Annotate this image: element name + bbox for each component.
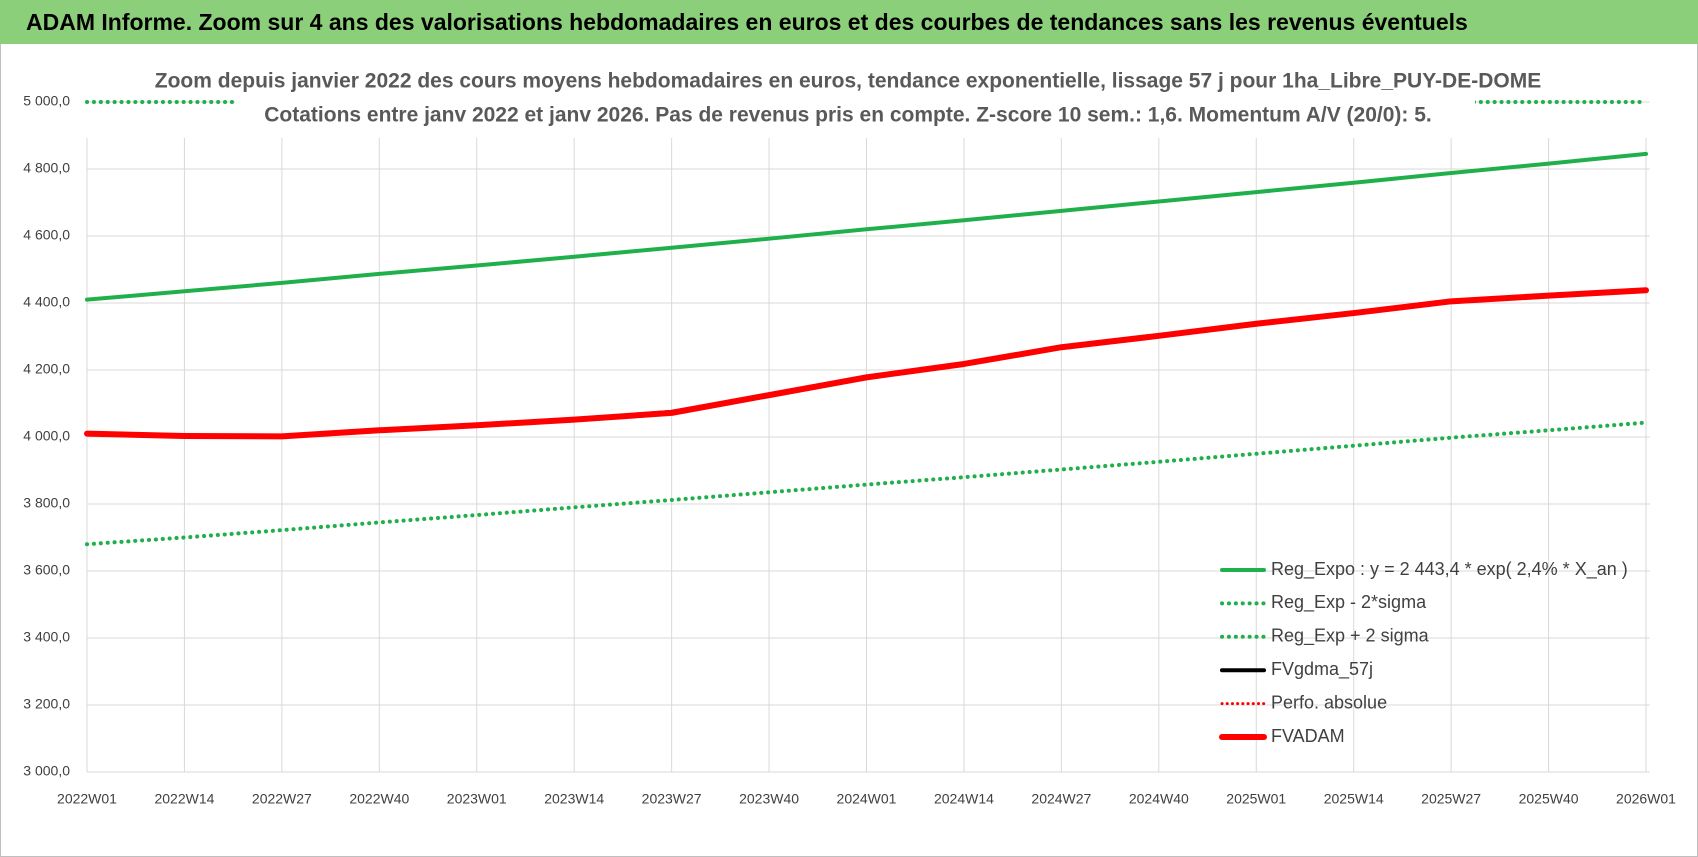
x-tick-label: 2026W01 [1616, 791, 1676, 807]
x-tick-label: 2024W27 [1031, 791, 1091, 807]
series-line [85, 151, 1648, 302]
chart-title: Zoom depuis janvier 2022 des cours moyen… [155, 70, 1541, 93]
y-tick-label: 4 200,0 [23, 361, 70, 377]
series-line [85, 420, 1648, 547]
x-tick-label: 2025W27 [1421, 791, 1481, 807]
legend-label: Reg_Exp + 2 sigma [1271, 626, 1430, 647]
x-tick-label: 2024W40 [1129, 791, 1189, 807]
title-box [235, 64, 1475, 132]
x-tick-label: 2022W14 [154, 791, 214, 807]
x-tick-label: 2022W40 [349, 791, 409, 807]
y-tick-label: 4 000,0 [23, 428, 70, 444]
y-tick-label: 3 600,0 [23, 562, 70, 578]
x-tick-label: 2025W01 [1226, 791, 1286, 807]
x-tick-label: 2024W14 [934, 791, 994, 807]
legend-label: FVADAM [1271, 726, 1345, 746]
y-tick-label: 4 400,0 [23, 294, 70, 310]
x-tick-label: 2025W14 [1324, 791, 1384, 807]
x-tick-label: 2025W40 [1519, 791, 1579, 807]
legend-label: Perfo. absolue [1271, 692, 1387, 712]
y-tick-label: 4 800,0 [23, 160, 70, 176]
x-tick-label: 2022W01 [57, 791, 117, 807]
x-tick-label: 2023W01 [447, 791, 507, 807]
x-tick-label: 2024W01 [837, 791, 897, 807]
legend-label: Reg_Exp - 2*sigma [1271, 592, 1427, 613]
x-tick-label: 2023W27 [642, 791, 702, 807]
y-tick-label: 3 000,0 [23, 763, 70, 779]
x-tick-label: 2023W40 [739, 791, 799, 807]
x-tick-label: 2023W14 [544, 791, 604, 807]
header-bar [0, 0, 1698, 44]
legend: Reg_Expo : y = 2 443,4 * exp( 2,4% * X_a… [1219, 559, 1628, 746]
series-line [84, 287, 1649, 440]
y-tick-label: 4 600,0 [23, 227, 70, 243]
y-tick-label: 3 400,0 [23, 629, 70, 645]
grid: 3 000,0 3 200,0 3 400,0 3 600,0 3 800,0 4 000… [23, 93, 1676, 807]
chart-subtitle: Cotations entre janv 2022 et janv 2026. … [264, 104, 1432, 127]
y-tick-label: 5 000,0 [23, 93, 70, 109]
y-tick-label: 3 200,0 [23, 696, 70, 712]
y-tick-label: 3 800,0 [23, 495, 70, 511]
x-tick-label: 2022W27 [252, 791, 312, 807]
legend-label: FVgdma_57j [1271, 659, 1373, 680]
legend-label: Reg_Expo : y = 2 443,4 * exp( 2,4% * X_a… [1271, 559, 1628, 580]
header-title: ADAM Informe. Zoom sur 4 ans des valoris… [26, 9, 1468, 35]
